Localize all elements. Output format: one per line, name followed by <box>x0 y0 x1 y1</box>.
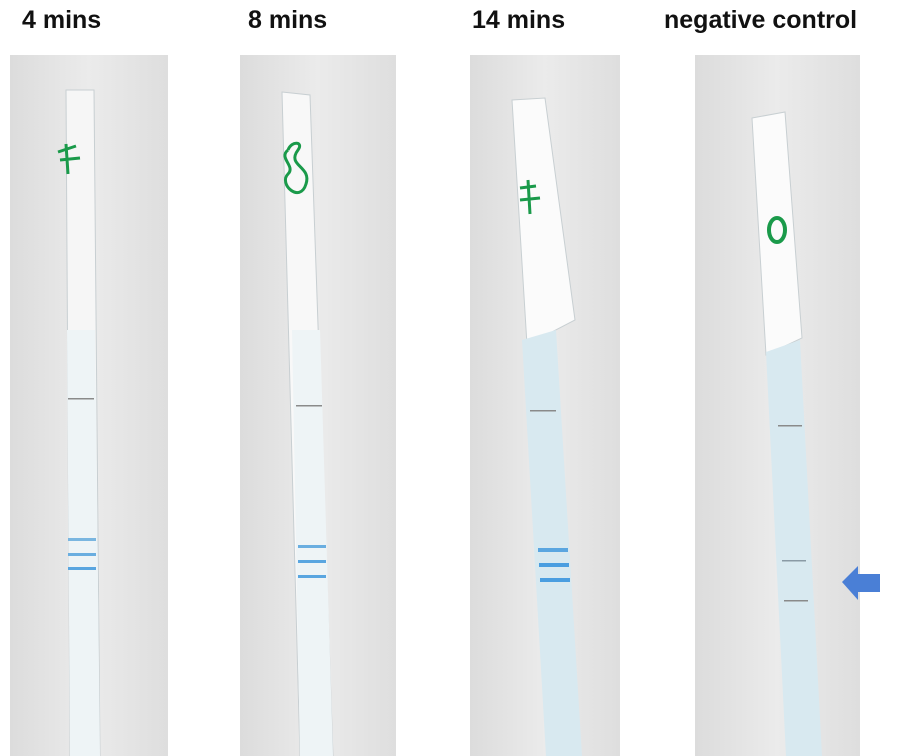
photos <box>0 0 907 756</box>
panel-label: 4 mins <box>22 6 101 35</box>
panel-label: 8 mins <box>248 6 327 35</box>
photo-4-mins <box>10 55 168 756</box>
figure: 4 mins 8 mins 14 mins negative control <box>0 0 907 756</box>
photo-negative-control <box>695 55 860 756</box>
panel-label: negative control <box>664 6 857 35</box>
photo-8-mins <box>240 55 396 756</box>
panel-label: 14 mins <box>472 6 565 35</box>
photo-14-mins <box>470 55 620 756</box>
